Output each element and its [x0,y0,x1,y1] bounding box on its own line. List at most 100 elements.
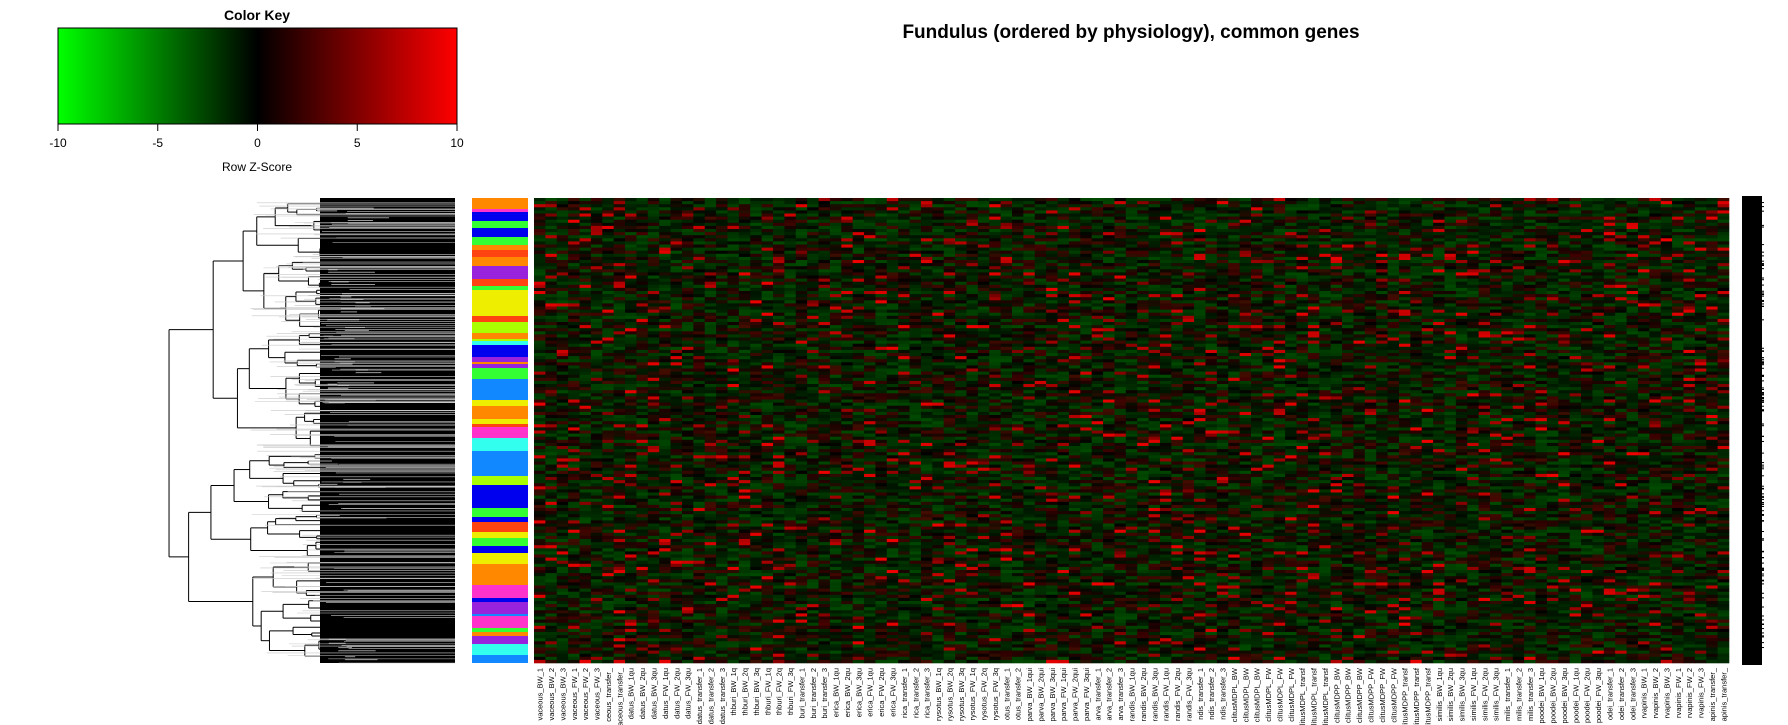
heatmap-cell [1012,216,1024,220]
heatmap-cell [1433,263,1445,267]
heatmap-cell [1398,284,1411,289]
heatmap-cell [579,238,592,242]
heatmap-cell [1421,213,1434,217]
heatmap-cell [681,241,694,245]
heatmap-cell [1353,198,1366,202]
heatmap-cell [1262,300,1275,304]
heatmap-cell [1103,269,1115,273]
heatmap-cell [955,225,967,230]
heatmap-cell [1228,303,1240,307]
heatmap-cell [1706,315,1718,320]
heatmap-cell [795,219,808,224]
heatmap-cell [1034,260,1047,264]
heatmap-cell [727,247,740,251]
heatmap-cell [932,318,945,323]
heatmap-cell [795,318,808,323]
heatmap-cell [1068,216,1081,220]
heatmap-cell [1717,235,1730,239]
heatmap-cell [647,294,660,298]
heatmap-cell [1319,275,1331,279]
heatmap-cell [1114,281,1127,286]
heatmap-cell [932,222,945,227]
heatmap-cell [659,210,671,214]
heatmap-cell [773,232,785,236]
heatmap-cell [704,269,717,273]
heatmap-cell [943,303,956,307]
heatmap-cell [1376,291,1388,295]
heatmap-cell [864,225,876,230]
heatmap-cell [977,312,990,317]
heatmap-cell [681,300,694,304]
heatmap-cell [795,256,808,261]
heatmap-cell [1569,300,1582,304]
heatmap-cell [1421,309,1434,313]
heatmap-cell [1353,287,1366,292]
heatmap-cell [1421,318,1434,323]
heatmap-cell [1615,284,1627,289]
heatmap-cell [1262,229,1275,233]
heatmap-cell [727,318,740,323]
heatmap-cell [1319,244,1331,248]
heatmap-cell [1433,318,1445,323]
heatmap-cell [1501,241,1514,245]
heatmap-cell [727,216,740,220]
heatmap-cell [1546,269,1559,273]
heatmap-cell [1103,198,1115,202]
heatmap-cell [1330,229,1343,233]
heatmap-cell [1103,297,1115,301]
heatmap-cell [1228,201,1240,205]
heatmap-cell [1569,291,1582,295]
heatmap-cell [1307,225,1320,230]
heatmap-cell [1581,306,1593,310]
heatmap-cell [1649,284,1662,289]
heatmap-cell [955,250,967,255]
heatmap-cell [1444,297,1457,301]
heatmap-cell [579,278,592,282]
heatmap-cell [1228,275,1240,279]
heatmap-cell [1478,281,1491,286]
heatmap-cell [636,244,649,248]
heatmap-cell [1342,294,1354,298]
heatmap-cell [784,241,797,245]
heatmap-cell [568,278,580,282]
heatmap-cell [1137,300,1149,304]
color-key-gradient [57,27,458,125]
heatmap-cell [1251,207,1263,211]
heatmap-cell [1672,256,1684,261]
heatmap-cell [1637,247,1650,251]
heatmap-cell [852,244,865,248]
heatmap-cell [932,213,945,217]
heatmap-cell [1546,278,1559,282]
heatmap-cell [1592,294,1605,298]
key-tick-label: -10 [49,136,67,150]
heatmap-cell [818,312,831,317]
heatmap-cell [1296,253,1309,258]
heatmap-cell [1649,266,1662,270]
heatmap-cell [989,253,1001,258]
heatmap-cell [1148,318,1161,323]
heatmap-cell [909,247,922,251]
heatmap-cell [932,253,945,258]
heatmap-cell [727,225,740,230]
heatmap-cell [1603,253,1616,258]
heatmap-cell [590,322,603,326]
heatmap-cell [1285,300,1297,304]
heatmap-cell [1194,269,1206,273]
heatmap-cell [1262,253,1275,258]
heatmap-cell [818,235,831,239]
heatmap-cell [1683,244,1696,248]
heatmap-cell [1501,291,1514,295]
heatmap-cell [932,260,945,264]
heatmap-cell [1683,256,1696,261]
heatmap-cell [579,284,592,289]
heatmap-cell [841,247,853,251]
heatmap-cell [1478,210,1491,214]
heatmap-cell [1137,272,1149,276]
heatmap-cell [1410,315,1423,320]
heatmap-cell [727,244,740,248]
heatmap-cell [829,272,842,276]
heatmap-cell [738,284,751,289]
heatmap-cell [556,247,569,251]
heatmap-cell [1216,303,1229,307]
heatmap-cell [1387,222,1400,227]
